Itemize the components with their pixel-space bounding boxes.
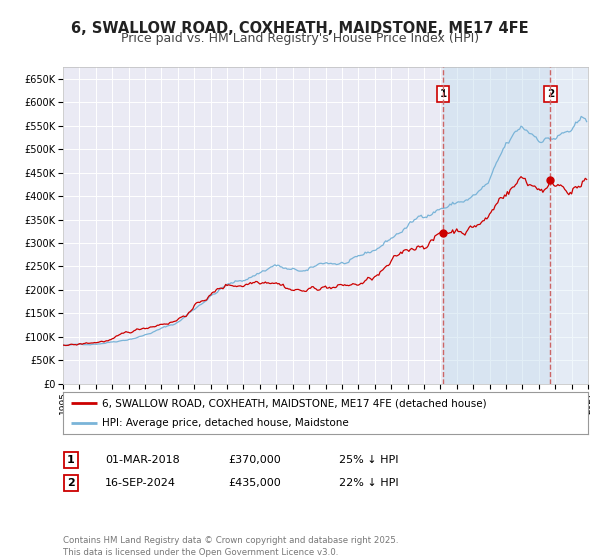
Text: 1: 1	[67, 455, 74, 465]
Bar	[443, 67, 550, 384]
Text: 2: 2	[547, 89, 554, 99]
Text: £435,000: £435,000	[228, 478, 281, 488]
Text: 01-MAR-2018: 01-MAR-2018	[105, 455, 180, 465]
Text: 2: 2	[67, 478, 74, 488]
Text: Price paid vs. HM Land Registry's House Price Index (HPI): Price paid vs. HM Land Registry's House …	[121, 32, 479, 45]
Bar	[550, 67, 588, 384]
Text: 6, SWALLOW ROAD, COXHEATH, MAIDSTONE, ME17 4FE: 6, SWALLOW ROAD, COXHEATH, MAIDSTONE, ME…	[71, 21, 529, 36]
Text: £370,000: £370,000	[228, 455, 281, 465]
Text: 22% ↓ HPI: 22% ↓ HPI	[339, 478, 398, 488]
Text: 16-SEP-2024: 16-SEP-2024	[105, 478, 176, 488]
Text: HPI: Average price, detached house, Maidstone: HPI: Average price, detached house, Maid…	[103, 418, 349, 428]
Text: 6, SWALLOW ROAD, COXHEATH, MAIDSTONE, ME17 4FE (detached house): 6, SWALLOW ROAD, COXHEATH, MAIDSTONE, ME…	[103, 398, 487, 408]
Text: 1: 1	[440, 89, 447, 99]
Text: 25% ↓ HPI: 25% ↓ HPI	[339, 455, 398, 465]
Text: Contains HM Land Registry data © Crown copyright and database right 2025.
This d: Contains HM Land Registry data © Crown c…	[63, 536, 398, 557]
